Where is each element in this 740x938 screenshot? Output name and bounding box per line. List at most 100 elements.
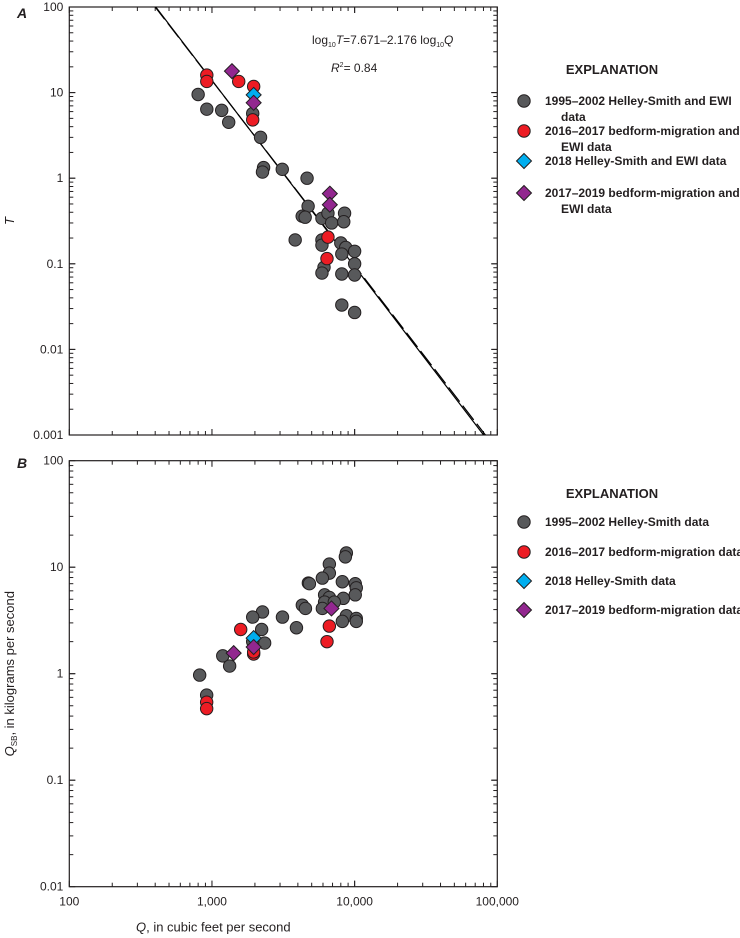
x-tick-label: 1,000 — [197, 895, 227, 909]
data-point — [335, 575, 350, 589]
data-point — [335, 247, 349, 261]
y-tick-label: 0.1 — [47, 257, 64, 271]
data-point — [199, 701, 214, 716]
x-tick-label: 10,000 — [336, 895, 373, 909]
series-3 — [225, 600, 340, 662]
series-1 — [199, 619, 337, 716]
legend-label: 2018 Helley-Smith data — [545, 574, 676, 588]
y-axis-title: T — [2, 216, 17, 225]
data-point — [349, 614, 363, 629]
legend-marker — [515, 572, 533, 590]
legend-label: 1995–2002 Helley-Smith data — [545, 515, 709, 529]
data-point — [200, 74, 214, 89]
regression-equation: log10T=7.671–2.176 log10Q — [312, 33, 453, 49]
data-point — [335, 298, 349, 312]
panel-b: 0.01 0.1 1 10 100 100 1,000 10,000 100,000 B QSB, … — [2, 454, 740, 935]
data-point — [348, 588, 362, 602]
legend-marker — [515, 184, 533, 202]
data-point — [302, 576, 317, 591]
data-point — [300, 171, 314, 185]
legend-title: EXPLANATION — [566, 486, 658, 501]
data-point — [337, 215, 351, 229]
legend-marker — [515, 152, 533, 170]
data-point — [322, 619, 337, 633]
data-point — [321, 196, 339, 213]
data-point — [320, 634, 334, 649]
legend-marker — [515, 601, 533, 619]
data-point — [192, 668, 207, 682]
data-point — [246, 610, 260, 624]
data-point — [254, 622, 269, 637]
series-3 — [223, 62, 339, 213]
data-point — [191, 87, 205, 102]
data-point — [347, 268, 362, 282]
r-squared: R2= 0.84 — [331, 61, 378, 75]
data-point — [245, 94, 262, 112]
x-tick-label: 100 — [59, 895, 79, 909]
panel-label: B — [17, 455, 27, 471]
tick-marks — [68, 6, 498, 436]
plot-frame — [68, 6, 498, 436]
legend-label: 1995–2002 Helley-Smith and EWI — [545, 94, 732, 108]
legend-label: EWI data — [561, 140, 612, 154]
dashed-fit-line — [154, 7, 487, 435]
tick-marks — [68, 460, 498, 888]
data-point — [222, 659, 237, 673]
data-point — [320, 251, 334, 266]
regression-line — [155, 7, 485, 435]
data-point — [298, 601, 313, 616]
data-point — [347, 244, 362, 258]
y-tick-label: 0.1 — [47, 773, 64, 787]
data-point — [315, 266, 329, 280]
y-tick-label: 0.001 — [33, 428, 63, 442]
data-point — [246, 113, 260, 127]
legend: EXPLANATION 1995–2002 Helley-Smith and EW… — [515, 62, 740, 216]
y-tick-label: 0.01 — [40, 880, 64, 894]
data-point — [324, 216, 339, 230]
legend-label: 2017–2019 bedform-migration data — [545, 603, 740, 617]
data-point — [275, 610, 290, 624]
y-tick-label: 100 — [43, 0, 63, 14]
y-tick-label: 10 — [50, 86, 64, 100]
data-point — [245, 638, 262, 656]
y-tick-label: 1 — [57, 171, 64, 185]
legend-marker — [517, 94, 531, 108]
data-point — [232, 74, 246, 89]
y-tick-label: 0.01 — [40, 342, 64, 356]
data-point — [221, 115, 236, 129]
data-point — [335, 267, 349, 281]
legend-marker — [517, 124, 531, 138]
data-point — [255, 165, 270, 179]
x-axis-title: Q, in cubic feet per second — [136, 920, 291, 935]
y-tick-label: 100 — [43, 454, 63, 468]
data-point — [214, 103, 229, 118]
y-axis-title: QSB, in kilograms per second — [2, 591, 19, 756]
legend-marker — [517, 515, 531, 529]
y-tick-label: 10 — [50, 560, 64, 574]
legend-label: 2016–2017 bedform-migration and — [545, 124, 740, 138]
data-point — [288, 233, 302, 247]
data-point — [298, 210, 312, 224]
legend-marker — [517, 545, 531, 559]
legend-label: 2017–2019 bedform-migration and — [545, 186, 740, 200]
legend: EXPLANATION 1995–2002 Helley-Smith data 20… — [515, 486, 740, 619]
legend-title: EXPLANATION — [566, 62, 658, 77]
data-point — [200, 102, 214, 116]
data-point — [225, 644, 242, 662]
series-0 — [192, 546, 363, 702]
data-point — [275, 162, 289, 177]
plot-frame — [68, 460, 498, 888]
x-tick-label: 100,000 — [476, 895, 520, 909]
legend-label: 2018 Helley-Smith and EWI data — [545, 154, 727, 168]
data-point — [347, 257, 362, 271]
data-point — [335, 614, 350, 629]
data-point — [338, 550, 353, 564]
y-tick-label: 1 — [57, 667, 64, 681]
data-point — [233, 622, 248, 637]
data-point — [253, 130, 268, 145]
data-point — [321, 230, 335, 244]
data-point — [315, 571, 330, 585]
data-point — [289, 621, 304, 635]
